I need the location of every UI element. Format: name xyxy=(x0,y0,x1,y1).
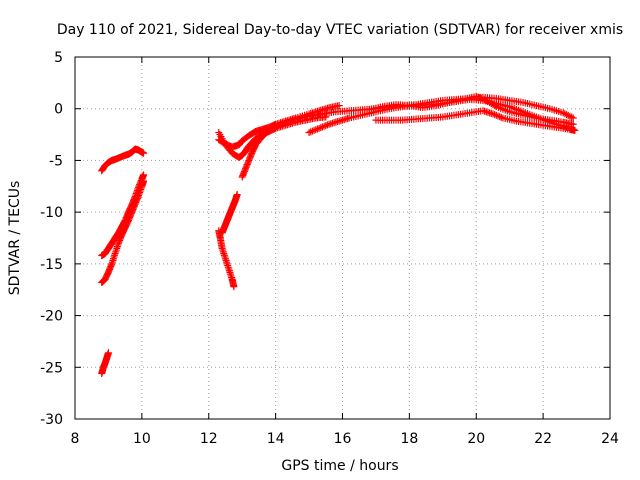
series-arc-f xyxy=(218,191,241,237)
data-point xyxy=(563,111,571,119)
data-point xyxy=(308,127,316,135)
data-point xyxy=(140,149,148,157)
data-point xyxy=(569,120,577,128)
y-tick-label: -15 xyxy=(40,257,63,273)
series-arc-e xyxy=(215,227,238,291)
series-arc-l xyxy=(365,92,577,128)
x-tick-label: 8 xyxy=(71,431,80,447)
x-tick-label: 16 xyxy=(334,431,352,447)
data-point xyxy=(491,111,499,119)
data-point xyxy=(492,111,500,119)
data-point xyxy=(320,122,328,130)
data-point xyxy=(280,119,288,127)
x-tick-label: 22 xyxy=(534,431,552,447)
data-point xyxy=(323,121,331,129)
data-points xyxy=(98,92,579,377)
x-tick-label: 20 xyxy=(467,431,485,447)
chart-title: Day 110 of 2021, Sidereal Day-to-day VTE… xyxy=(57,22,623,38)
data-point xyxy=(491,102,499,110)
data-point xyxy=(322,122,330,130)
data-point xyxy=(566,112,574,120)
data-point xyxy=(335,102,343,110)
x-tick-label: 14 xyxy=(267,431,285,447)
data-point xyxy=(479,95,487,103)
data-point xyxy=(317,124,325,132)
data-point xyxy=(496,113,504,121)
data-point xyxy=(569,114,577,122)
data-point xyxy=(497,113,505,121)
series-arc-a xyxy=(98,145,148,175)
data-point xyxy=(568,113,576,121)
data-point xyxy=(472,92,480,100)
data-point xyxy=(140,171,148,179)
data-point xyxy=(310,126,318,134)
series-arc-k xyxy=(372,107,579,134)
data-point xyxy=(277,120,285,128)
x-tick-label: 24 xyxy=(601,431,619,447)
data-point xyxy=(561,110,569,118)
data-point xyxy=(476,94,484,102)
data-point xyxy=(313,125,321,133)
series-arc-d xyxy=(98,349,112,377)
x-tick-label: 12 xyxy=(200,431,218,447)
data-point xyxy=(312,126,320,134)
data-point xyxy=(140,177,148,185)
y-tick-label: -10 xyxy=(40,205,63,221)
data-point xyxy=(104,349,112,357)
data-point xyxy=(564,111,572,119)
data-point xyxy=(322,113,330,121)
data-point xyxy=(318,123,326,131)
y-tick-label: -25 xyxy=(40,360,63,376)
data-point xyxy=(275,121,283,129)
data-point xyxy=(489,110,497,118)
data-point xyxy=(278,120,286,128)
series-arc-h xyxy=(215,113,330,161)
data-point xyxy=(233,191,241,199)
y-tick-label: -30 xyxy=(40,412,63,428)
y-tick-label: -20 xyxy=(40,309,63,325)
data-point xyxy=(481,96,489,104)
series-arc-b xyxy=(98,171,148,260)
x-tick-label: 18 xyxy=(400,431,418,447)
x-tick-label: 10 xyxy=(133,431,151,447)
y-tick-label: -5 xyxy=(49,153,63,169)
y-tick-label: 5 xyxy=(54,50,63,66)
data-point xyxy=(272,122,280,130)
y-axis-label: SDTVAR / TECUs xyxy=(7,181,23,296)
data-point xyxy=(494,112,502,120)
series-arc-c xyxy=(98,177,148,286)
data-point xyxy=(273,122,281,130)
axis-ticks: 8 10 12 14 16 18 20 22 24 5 0 -5 -10 -15 -20 -25 -30 xyxy=(40,50,619,447)
x-axis-label: GPS time / hours xyxy=(281,458,398,474)
data-point xyxy=(305,129,313,137)
data-point xyxy=(559,109,567,117)
y-tick-label: 0 xyxy=(54,102,63,118)
data-point xyxy=(230,283,238,291)
data-point xyxy=(315,124,323,132)
data-point xyxy=(307,128,315,136)
data-point xyxy=(474,93,482,101)
data-point xyxy=(571,126,579,134)
data-point xyxy=(477,94,485,102)
